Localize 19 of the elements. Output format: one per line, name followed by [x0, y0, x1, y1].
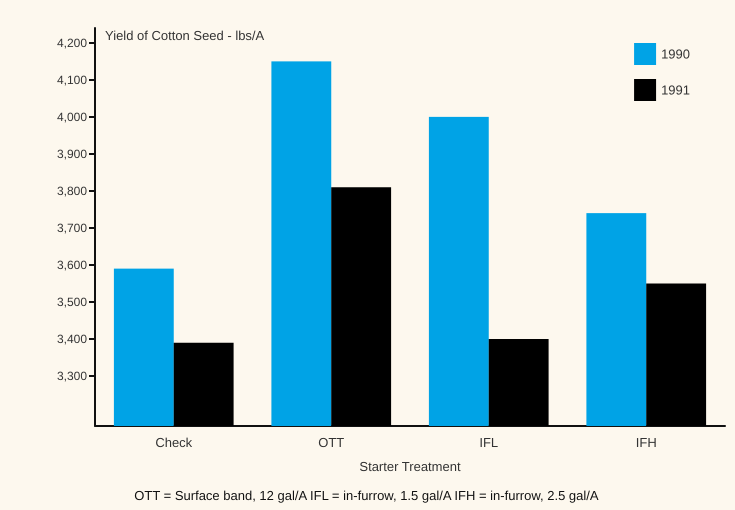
x-tick-label: OTT — [318, 435, 344, 450]
text: OTT = Surface band, 12 gal/A IFL = in-furrow, 1.5 gal/A IFH = in-furrow, 2.5 gal/A — [134, 488, 599, 503]
y-tick-label: 3,300 — [56, 369, 88, 384]
y-tick-label: 3,600 — [56, 258, 88, 272]
x-tick-label: IFH — [636, 435, 657, 450]
y-tick-label: 4,100 — [56, 72, 88, 87]
legend-label: 1991 — [661, 82, 690, 98]
y-tick-label: 3,900 — [56, 146, 88, 161]
x-axis-title: Starter Treatment — [359, 459, 461, 474]
chart-title: Yield of Cotton Seed - lbs/A — [105, 28, 265, 43]
x-tick-label: IFL — [479, 435, 498, 450]
y-tick-label: 3,700 — [56, 220, 88, 235]
y-tick-label: 3,500 — [56, 294, 88, 309]
legend-label: 1990 — [661, 46, 690, 62]
y-tick-label: 3,800 — [56, 184, 88, 198]
y-tick-label: 4,000 — [56, 110, 88, 124]
y-tick-label: 4,200 — [56, 36, 88, 50]
y-tick-label: 3,400 — [56, 332, 88, 346]
x-tick-label: Check — [155, 435, 193, 450]
